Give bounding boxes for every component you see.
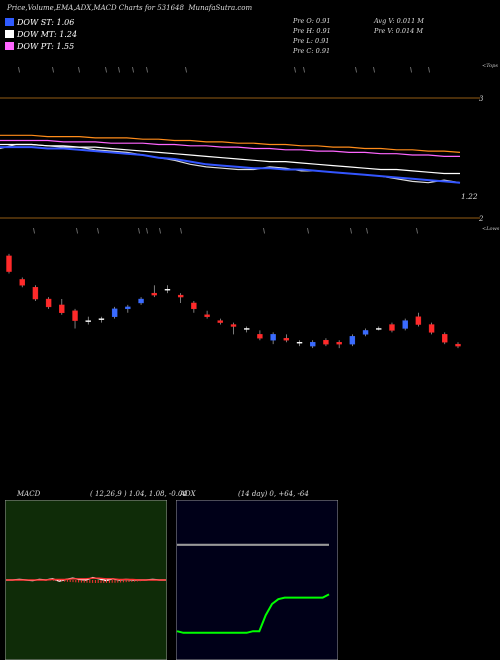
candle-body — [138, 298, 144, 304]
adx-params: (14 day) 0, +64, -64 — [238, 490, 309, 498]
date-tick-top: \ — [373, 67, 375, 74]
legend-item-pt: DOW PT: 1.55 — [5, 42, 74, 51]
date-tick-top: \ — [428, 67, 430, 74]
legend-item-st: DOW ST: 1.06 — [5, 18, 74, 27]
ema-last-label: 1.22 — [461, 192, 478, 201]
date-tick-top: \ — [132, 67, 134, 74]
candle-body — [19, 279, 25, 286]
date-tickmarks: \ \ \ \ \ \ \ \ \ \ \ \ \ \ \ \ \ \ \ \ \ \ \ \ \ \ — [18, 67, 430, 235]
candle-body — [98, 318, 105, 320]
ema-lines — [0, 134, 461, 184]
legend-swatch-pink — [5, 42, 14, 50]
date-tick-top: \ — [18, 67, 20, 74]
series-line-ema-slow — [0, 139, 460, 157]
series-line-adx — [176, 593, 330, 634]
series-line-ema-mid — [0, 143, 460, 175]
date-tick-low: \ — [138, 228, 140, 235]
date-tick-low: \ — [350, 228, 352, 235]
candle-body — [45, 298, 52, 308]
date-tick-top: \ — [294, 67, 296, 74]
series-line-signal — [6, 577, 166, 581]
date-tick-low: \ — [180, 228, 182, 235]
candle-body — [85, 320, 91, 322]
date-tick-top: \ — [303, 67, 305, 74]
legend-swatch-white — [5, 30, 14, 38]
candle-body — [349, 336, 356, 345]
candle-body — [217, 320, 223, 323]
candle-body — [59, 304, 65, 313]
date-tick-top: \ — [410, 67, 412, 74]
candle-body — [204, 314, 210, 317]
candles — [6, 253, 461, 349]
date-tick-low: \ — [76, 228, 78, 235]
avg-volume: Avg V: 0.011 M — [374, 17, 424, 25]
candle-body — [177, 294, 184, 298]
candle-body — [336, 341, 342, 345]
prev-close: Pre C: 0.91 — [293, 47, 331, 55]
date-tick-low: \ — [159, 228, 161, 235]
candle-body — [244, 328, 250, 330]
date-tick-top: \ — [355, 67, 357, 74]
date-tick-low: \ — [366, 228, 368, 235]
candle-body — [323, 340, 329, 345]
prev-open: Pre O: 0.91 — [293, 17, 331, 25]
candle-body — [402, 320, 408, 329]
legend-swatch-blue — [5, 18, 14, 26]
date-tick-top: \ — [146, 67, 148, 74]
macd-params: ( 12,26,9 ) 1.04, 1.08, -0.04 — [90, 490, 187, 498]
date-tick-low: \ — [416, 228, 418, 235]
candle-body — [415, 316, 422, 325]
candle-body — [296, 341, 303, 344]
series-line-ema-fast — [0, 146, 461, 184]
date-tick-top: \ — [78, 67, 80, 74]
prev-high: Pre H: 0.91 — [293, 27, 331, 35]
macd-title: MACD — [17, 490, 41, 498]
lows-label: <Lows — [482, 226, 500, 232]
adx-title: ADX — [180, 490, 196, 498]
candle-body — [125, 306, 131, 310]
chart-title: Price,Volume,EMA,ADX,MACD Charts for 531… — [7, 4, 253, 12]
adx-lines — [176, 543, 330, 634]
macd-lines — [6, 576, 166, 583]
candle-body — [164, 289, 171, 291]
candle-body — [442, 334, 448, 343]
date-tick-low: \ — [307, 228, 309, 235]
candle-body — [362, 330, 369, 335]
candle-body — [283, 338, 290, 341]
candle-body — [376, 328, 382, 330]
prev-low: Pre L: 0.91 — [293, 37, 330, 45]
date-tick-low: \ — [263, 228, 265, 235]
candle-body — [310, 341, 316, 347]
candle-body — [72, 310, 78, 321]
y-tick-label-3: 3 — [479, 95, 484, 103]
candle-body — [455, 343, 461, 347]
macd-panel — [5, 500, 167, 660]
price-chart: \ \ \ \ \ \ \ \ \ \ \ \ \ \ \ \ \ \ \ \ \ \ \ \ \ \ 3 2 <Tops <Lo… — [0, 63, 500, 349]
date-tick-low: \ — [146, 228, 148, 235]
candle-body — [270, 334, 276, 341]
candle-body — [191, 302, 197, 310]
candle-body — [32, 287, 39, 300]
adx-panel-bg — [176, 500, 338, 660]
candle-body — [111, 308, 118, 317]
adx-panel — [176, 500, 338, 660]
legend-item-mt: DOW MT: 1.24 — [5, 30, 77, 39]
date-tick-top: \ — [105, 67, 107, 74]
candle-body — [151, 292, 157, 296]
y-tick-label-2: 2 — [478, 215, 484, 223]
series-line-ema-long — [0, 134, 461, 153]
date-tick-top: \ — [185, 67, 187, 74]
candle-body — [257, 334, 263, 339]
date-tick-low: \ — [97, 228, 99, 235]
candle-body — [389, 324, 395, 331]
date-tick-low: \ — [33, 228, 35, 235]
candle-body — [428, 324, 435, 333]
candle-body — [230, 324, 237, 327]
date-tick-top: \ — [52, 67, 54, 74]
candle-body — [6, 255, 12, 272]
date-tick-top: \ — [118, 67, 120, 74]
tops-label: <Tops — [482, 63, 498, 69]
prev-volume: Pre V: 0.014 M — [374, 27, 424, 35]
